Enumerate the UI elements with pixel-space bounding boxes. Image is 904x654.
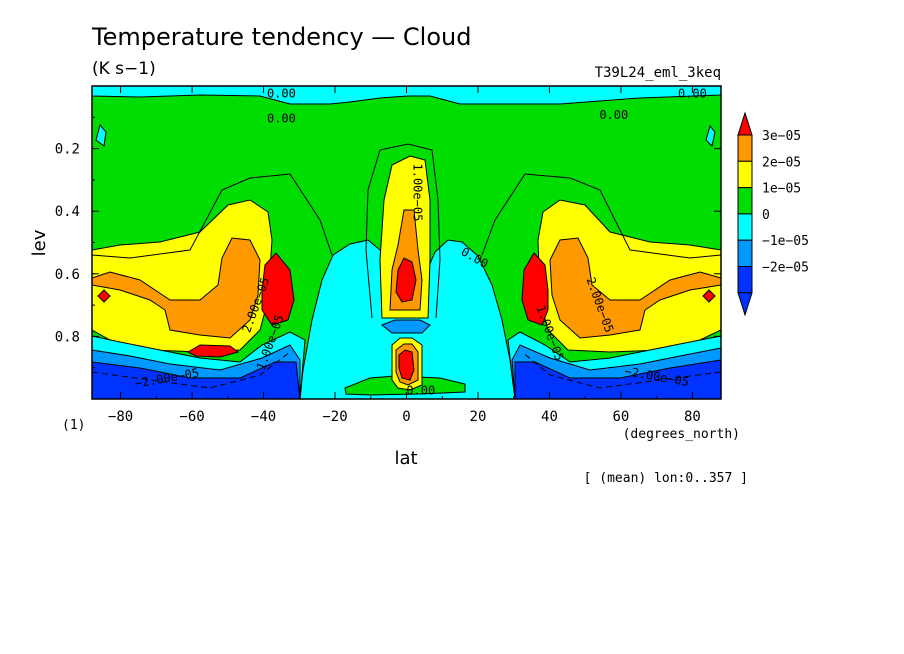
contour-label: 1.00e−05: [411, 164, 425, 222]
x-tick-label: −60: [179, 409, 204, 425]
right-polar-island: [705, 124, 716, 148]
center-low-3e05: [398, 349, 415, 381]
colorbar-swatch: [737, 160, 753, 189]
colorbar-top-arrow: [737, 111, 753, 136]
y-tick-label: 0.2: [55, 142, 80, 158]
x-tick-label: −20: [322, 409, 347, 425]
colorbar-swatch: [737, 134, 753, 162]
colorbar-swatch: [737, 187, 753, 215]
averaging-note: [ (mean) lon:0..357 ]: [584, 471, 748, 486]
axis-ticks: −80 −60 −40 −20 0 20 40 60 80 0.2 0.4 0.6 0.8: [55, 86, 721, 425]
center-low-negative: [381, 319, 431, 334]
top-negative-band: [92, 86, 721, 105]
left-lobe-3e05: [261, 252, 295, 326]
central-tower-3e05: [395, 257, 417, 303]
chart-units: (K s−1): [92, 59, 156, 79]
colorbar: 3e−05 2e−05 1e−05 0 −1e−05 −2e−05: [737, 111, 809, 317]
contour-label: 0.00: [406, 384, 435, 398]
y-tick-label: 0.8: [55, 329, 80, 345]
experiment-label: T39L24_eml_3keq: [595, 65, 721, 81]
x-tick-label: 0: [402, 409, 410, 425]
y-axis-title: lev: [29, 229, 50, 256]
contour-line-tower-outer: [365, 143, 441, 319]
colorbar-label: 0: [762, 208, 770, 223]
x-tick-label: 80: [684, 409, 701, 425]
colorbar-label: −1e−05: [762, 234, 809, 249]
x-tick-label: −40: [251, 409, 276, 425]
x-tick-label: 60: [613, 409, 630, 425]
plot-area: [92, 86, 721, 399]
contour-dashed-right: [521, 351, 721, 389]
colorbar-swatch: [737, 266, 753, 294]
colorbar-label: 3e−05: [762, 129, 801, 144]
y-axis-units: (1): [62, 418, 85, 433]
colorbar-swatch: [737, 213, 753, 241]
colorbar-label: −2e−05: [762, 261, 809, 276]
colorbar-bottom-arrow: [737, 292, 753, 317]
x-tick-label: 20: [470, 409, 487, 425]
left-low-neg2: [92, 361, 301, 399]
left-edge-3e05: [97, 289, 111, 303]
right-lobe-3e05: [521, 252, 549, 326]
y-tick-label: 0.6: [55, 267, 80, 283]
left-polar-island: [95, 123, 107, 147]
x-tick-label: −80: [108, 409, 133, 425]
colorbar-label: 1e−05: [762, 182, 801, 197]
y-tick-label: 0.4: [55, 204, 80, 220]
contour-line-right-outer: [481, 173, 721, 259]
contour-label: 0.00: [267, 111, 296, 125]
left-low-3e05: [186, 344, 240, 358]
right-lobe-2e05: [549, 237, 721, 339]
contour-label: 0.00: [599, 108, 628, 122]
chart-title: Temperature tendency — Cloud: [91, 23, 471, 51]
right-edge-3e05: [702, 289, 716, 303]
contour-dashed-left: [92, 351, 291, 389]
colorbar-swatch: [737, 239, 753, 267]
right-low-neg2: [514, 359, 721, 399]
contour-label: 0.00: [267, 86, 296, 100]
x-axis-units: (degrees_north): [623, 427, 740, 442]
colorbar-label: 2e−05: [762, 155, 801, 170]
contour-line-left-outer: [92, 173, 333, 259]
x-tick-label: 40: [541, 409, 558, 425]
x-axis-title: lat: [394, 448, 417, 469]
left-lobe-2e05: [92, 237, 261, 339]
contour-label: 0.00: [678, 86, 707, 100]
